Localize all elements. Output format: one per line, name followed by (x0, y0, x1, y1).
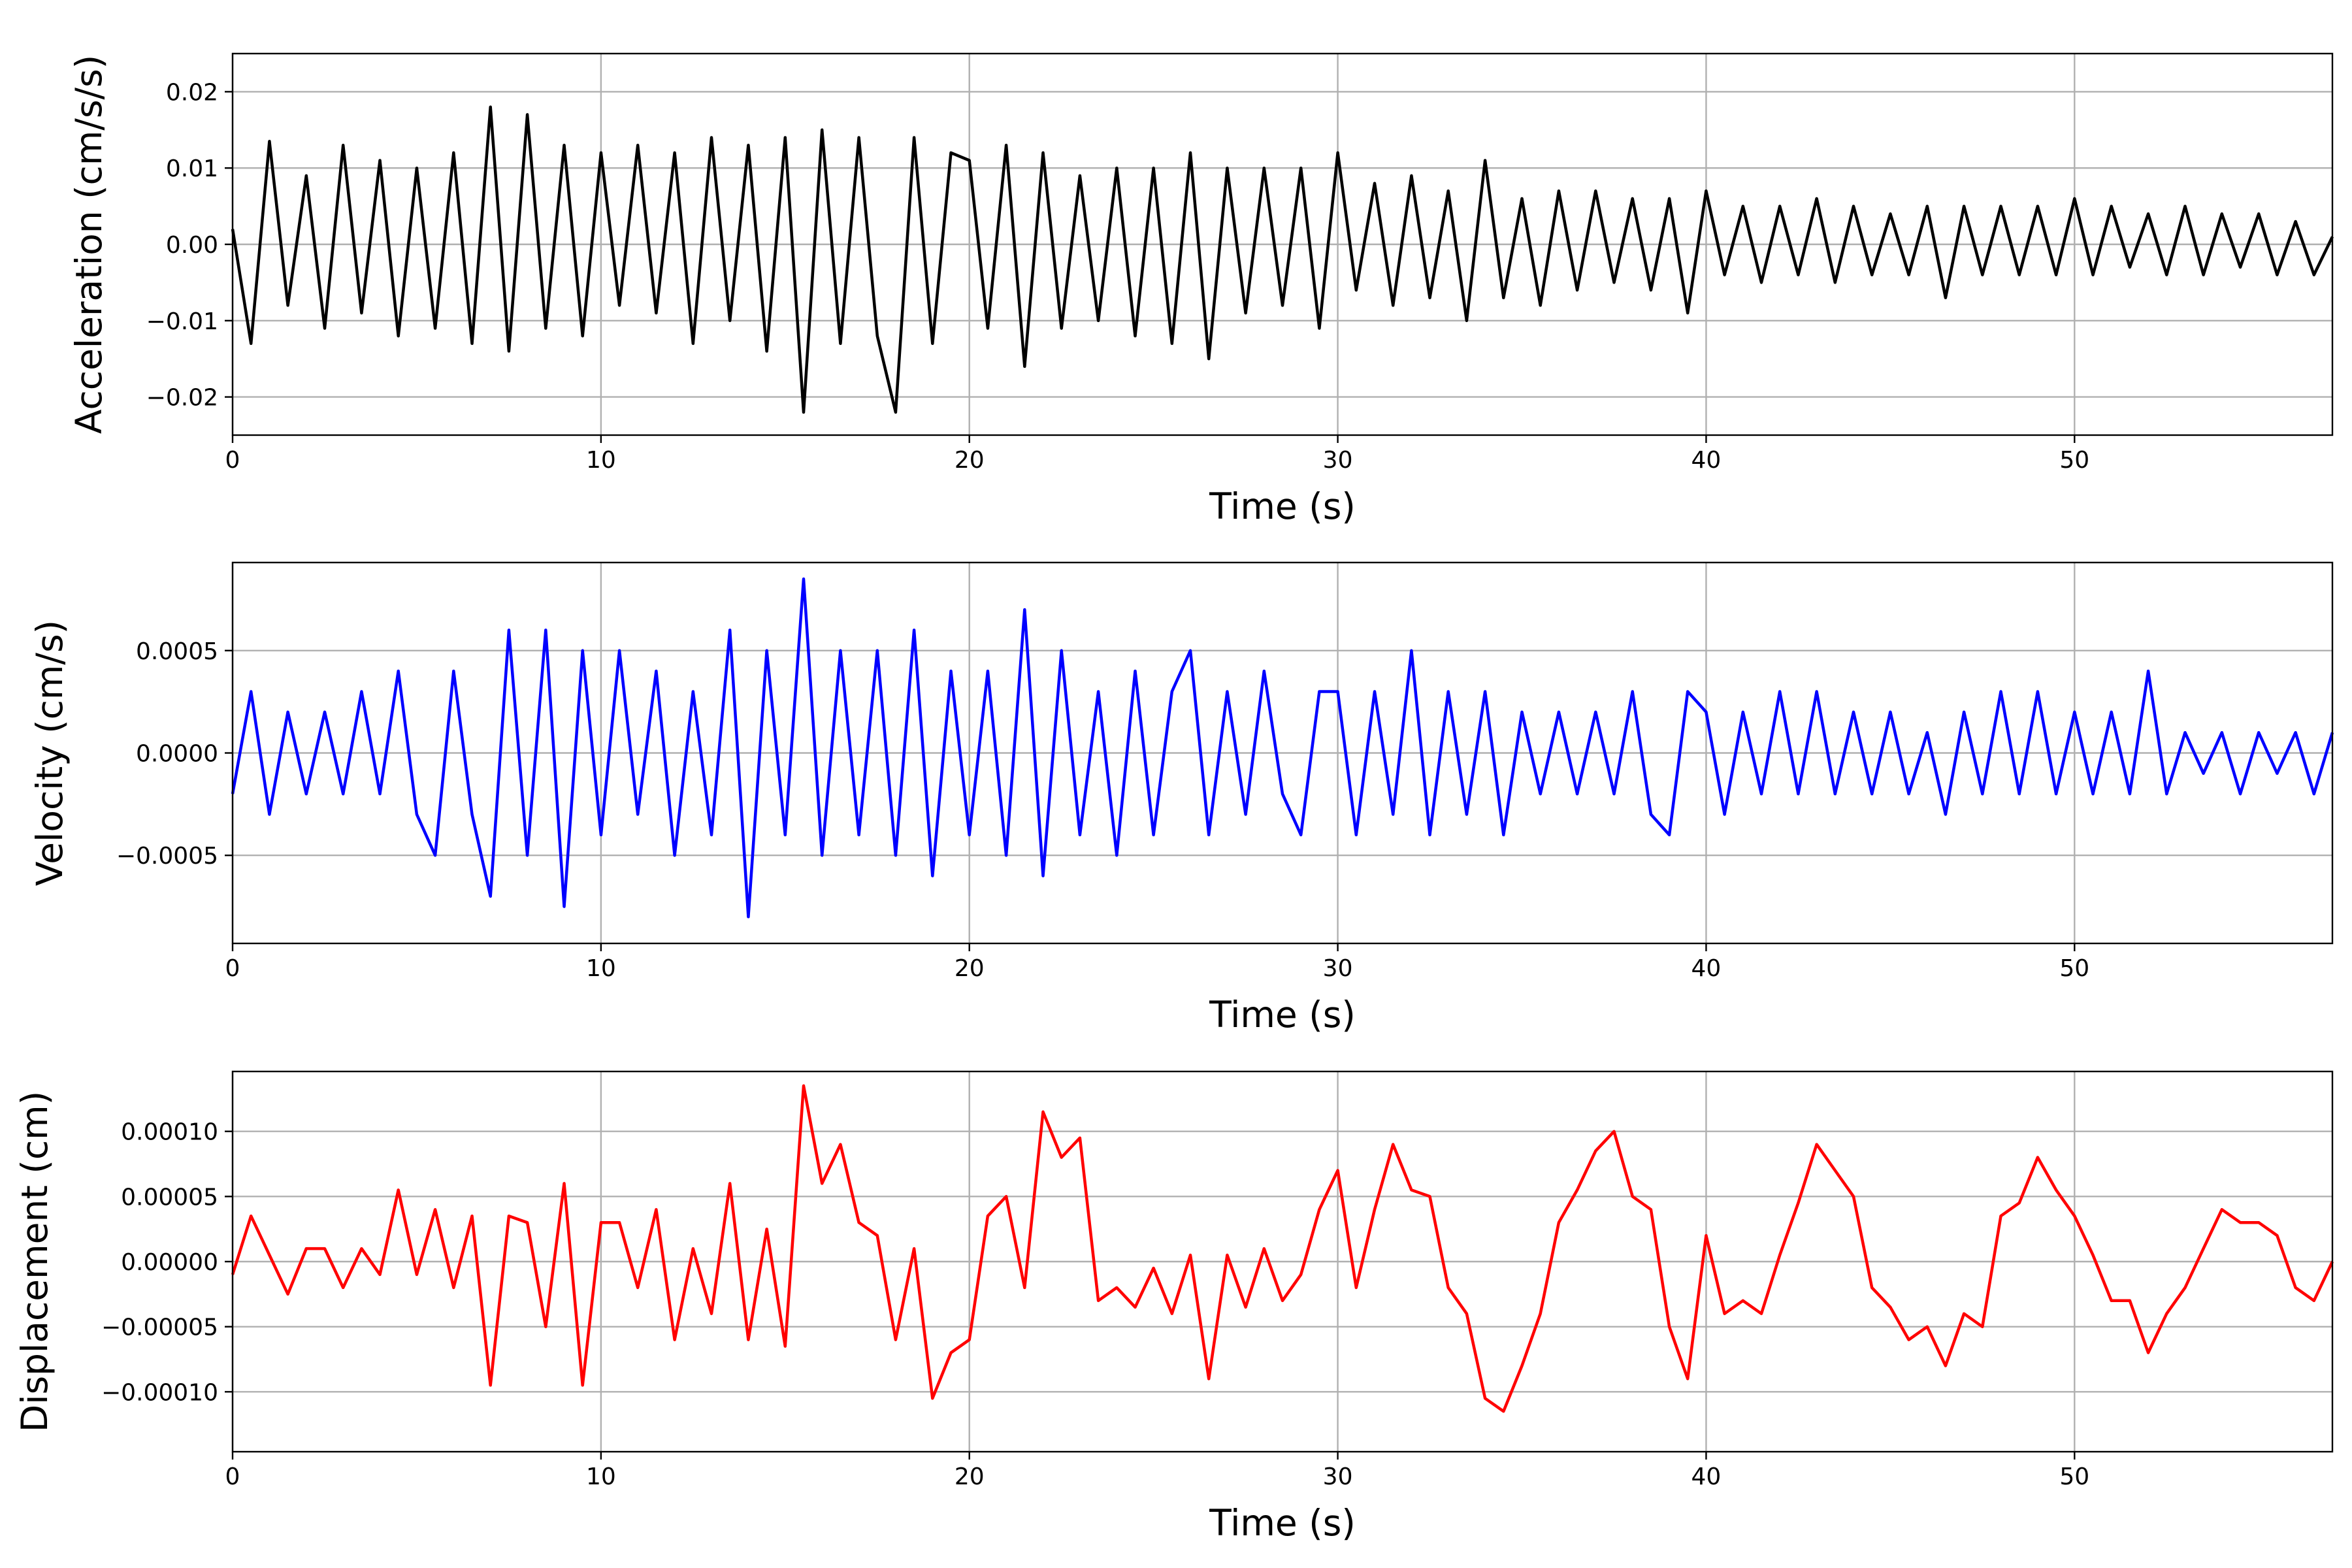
displacement-series-line (231, 1084, 2334, 1413)
velocity-x-tick-label: 50 (2059, 955, 2089, 982)
velocity-y-tick-label: 0.0000 (136, 741, 218, 768)
acceleration-y-tick-label: −0.02 (146, 385, 218, 412)
displacement-y-tick-label: 0.00000 (121, 1249, 218, 1276)
velocity-y-axis-label: Velocity (cm/s) (29, 620, 71, 886)
displacement-x-axis-label: Time (s) (1209, 1502, 1356, 1544)
acceleration-x-tick-label: 40 (1691, 447, 1722, 474)
displacement-panel: 0 10 20 30 40 50 −0.00010 −0.00005 0.00000 0.0000… (14, 1070, 2334, 1544)
velocity-x-tick-label: 30 (1323, 955, 1353, 982)
displacement-x-tick-label: 20 (955, 1463, 985, 1490)
acceleration-x-tick-label: 0 (225, 447, 240, 474)
acceleration-y-tick-label: 0.00 (166, 232, 218, 259)
velocity-x-axis-label: Time (s) (1209, 994, 1356, 1036)
velocity-y-tick-label: 0.0005 (136, 638, 218, 665)
acceleration-panel: 0 10 20 30 40 50 −0.02 −0.01 0.00 0.01 0.02 Time (s… (68, 52, 2334, 527)
displacement-x-tick-label: 40 (1691, 1463, 1722, 1490)
acceleration-x-axis-label: Time (s) (1209, 485, 1356, 527)
velocity-y-tick-label: −0.0005 (116, 843, 218, 870)
displacement-y-tick-label: −0.00010 (101, 1379, 218, 1406)
displacement-y-tick-label: −0.00005 (101, 1315, 218, 1341)
displacement-x-tick-label: 30 (1323, 1463, 1353, 1490)
acceleration-y-tick-label: 0.02 (166, 79, 218, 106)
acceleration-series-line (231, 105, 2334, 414)
displacement-x-tick-label: 0 (225, 1463, 240, 1490)
velocity-series-line (231, 577, 2334, 919)
velocity-x-tick-label: 10 (586, 955, 616, 982)
acceleration-y-tick-label: 0.01 (166, 155, 218, 182)
acceleration-x-tick-label: 10 (586, 447, 616, 474)
velocity-panel: 0 10 20 30 40 50 −0.0005 0.0000 0.0005 Time (s) Ve… (29, 561, 2334, 1036)
displacement-y-axis-label: Displacement (cm) (14, 1091, 56, 1432)
displacement-y-tick-label: 0.00010 (121, 1119, 218, 1146)
displacement-x-tick-label: 10 (586, 1463, 616, 1490)
velocity-x-tick-label: 0 (225, 955, 240, 982)
displacement-y-tick-label: 0.00005 (121, 1184, 218, 1211)
acceleration-y-axis-label: Acceleration (cm/s/s) (68, 55, 110, 434)
velocity-x-tick-label: 40 (1691, 955, 1722, 982)
acceleration-x-tick-label: 20 (955, 447, 985, 474)
velocity-x-tick-label: 20 (955, 955, 985, 982)
acceleration-x-tick-label: 30 (1323, 447, 1353, 474)
acceleration-x-tick-label: 50 (2059, 447, 2089, 474)
acceleration-y-tick-label: −0.01 (146, 308, 218, 335)
displacement-x-tick-label: 50 (2059, 1463, 2089, 1490)
